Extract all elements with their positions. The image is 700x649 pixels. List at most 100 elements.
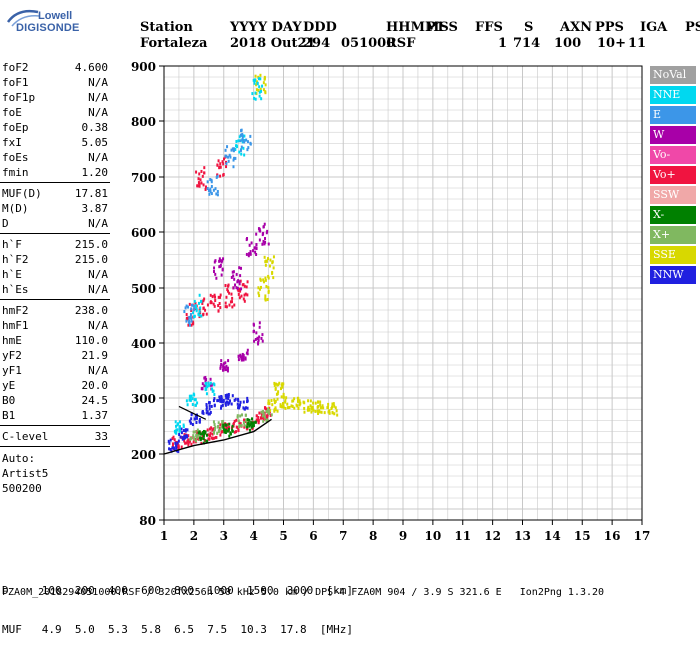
echo-point (240, 356, 243, 360)
echo-point (327, 410, 330, 414)
echo-point (264, 83, 267, 87)
echo-point (319, 403, 322, 407)
echo-point (226, 393, 229, 397)
echo-point (214, 259, 217, 263)
echo-point (168, 447, 171, 451)
echo-point (314, 409, 317, 413)
echo-point (188, 315, 191, 319)
echo-point (202, 429, 205, 433)
echo-point (207, 412, 210, 416)
echo-point (202, 299, 205, 303)
echo-point (184, 428, 187, 432)
echo-point (172, 446, 175, 450)
echo-point (245, 285, 248, 289)
echo-point (237, 289, 240, 293)
echo-point (217, 304, 220, 308)
echo-point (198, 313, 201, 317)
echo-point (270, 413, 273, 417)
echo-point (196, 184, 199, 188)
param-name: fmin (2, 166, 29, 179)
echo-point (252, 322, 255, 326)
echo-point (209, 293, 212, 297)
x-tick-label: 2 (190, 529, 198, 543)
echo-point (211, 428, 214, 432)
param-value: N/A (88, 106, 108, 119)
echo-point (232, 424, 235, 428)
echo-point (169, 438, 172, 442)
param-value: N/A (88, 319, 108, 332)
echo-point (257, 421, 260, 425)
echo-point (211, 432, 214, 436)
x-tick-label: 3 (220, 529, 228, 543)
param-value: 21.9 (81, 349, 109, 362)
echo-point (312, 401, 315, 405)
echo-point (238, 266, 241, 270)
echo-point (208, 434, 211, 438)
echo-point (190, 442, 193, 446)
echo-point (238, 280, 241, 284)
echo-point (226, 426, 229, 430)
echo-point (208, 383, 211, 387)
echo-point (246, 237, 249, 241)
echo-point (248, 424, 251, 428)
echo-point (221, 403, 224, 407)
param-row: h`F 215.0 (0, 237, 112, 252)
echo-point (231, 305, 234, 309)
echo-point (220, 273, 223, 277)
echo-point (233, 156, 236, 160)
y-tick-label: 400 (131, 337, 156, 351)
echo-point (248, 243, 251, 247)
echo-point (272, 255, 275, 259)
echo-point (189, 313, 192, 317)
param-value: N/A (88, 364, 108, 377)
echo-point (198, 172, 201, 176)
echo-point (199, 432, 202, 436)
echo-point (271, 403, 274, 407)
header-value-4: RSF (386, 36, 416, 51)
echo-point (262, 231, 265, 235)
param-row: B1 1.37 (0, 408, 112, 423)
echo-point (243, 284, 246, 288)
echo-point (219, 366, 222, 370)
echo-point (192, 434, 195, 438)
param-name: h`F2 (2, 253, 29, 266)
echo-point (240, 294, 243, 298)
echo-point (264, 276, 267, 280)
echo-point (177, 439, 180, 443)
legend: NoVal NNE E W Vo- Vo+ SSW X- X+ SSE NNW (650, 66, 696, 286)
echo-point (254, 337, 257, 341)
echo-point (309, 404, 312, 408)
echo-point (246, 427, 249, 431)
echo-point (268, 402, 271, 406)
echo-point (244, 356, 247, 360)
echo-point (261, 416, 264, 420)
echo-point (255, 414, 258, 418)
echo-point (223, 428, 226, 432)
echo-point (200, 314, 203, 318)
echo-point (238, 421, 241, 425)
echo-point (249, 252, 252, 256)
echo-point (210, 178, 213, 182)
echo-point (212, 431, 215, 435)
echo-point (196, 401, 199, 405)
x-tick-label: 13 (514, 529, 531, 543)
echo-point (221, 259, 224, 263)
echo-point (232, 149, 235, 153)
echo-point (187, 305, 190, 309)
x-tick-label: 10 (425, 529, 442, 543)
echo-point (205, 403, 208, 407)
echo-point (267, 411, 270, 415)
echo-point (217, 159, 220, 163)
echo-point (259, 285, 262, 289)
echo-point (173, 438, 176, 442)
echo-point (220, 394, 223, 398)
echo-point (258, 94, 261, 98)
echo-point (211, 389, 214, 393)
echo-point (199, 436, 202, 440)
echo-point (216, 431, 219, 435)
echo-point (219, 399, 222, 403)
echo-point (258, 294, 261, 298)
echo-point (235, 418, 238, 422)
echo-point (249, 423, 252, 427)
echo-point (210, 426, 213, 430)
